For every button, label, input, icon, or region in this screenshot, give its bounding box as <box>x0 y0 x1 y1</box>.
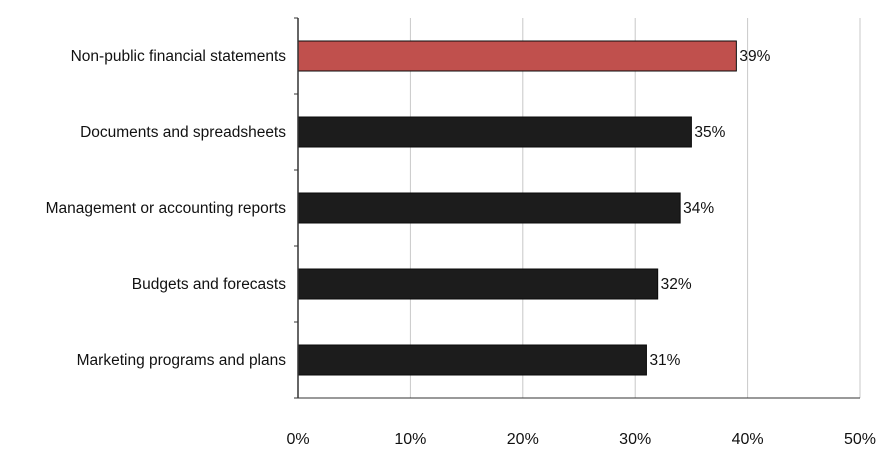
category-label: Non-public financial statements <box>71 48 287 65</box>
labels: 0% 10% 20% 30% 40% 50% Non-public financial st… <box>46 48 876 448</box>
bar <box>297 344 647 376</box>
data-label: 31% <box>649 352 680 369</box>
category-label: Documents and spreadsheets <box>80 124 286 141</box>
category-label: Budgets and forecasts <box>132 276 286 293</box>
x-tick-label: 40% <box>732 431 764 448</box>
data-label: 34% <box>683 200 714 217</box>
data-label: 32% <box>661 276 692 293</box>
category-label: Management or accounting reports <box>46 200 287 217</box>
bar <box>297 268 659 300</box>
data-label: 39% <box>739 48 770 65</box>
category-label: Marketing programs and plans <box>77 352 287 369</box>
x-tick-label: 30% <box>619 431 651 448</box>
bar <box>297 116 692 148</box>
bar <box>297 40 737 72</box>
bar <box>297 192 681 224</box>
x-tick-label: 50% <box>844 431 876 448</box>
bars <box>297 40 737 376</box>
axes <box>294 17 860 399</box>
x-tick-label: 20% <box>507 431 539 448</box>
x-tick-label: 0% <box>286 431 309 448</box>
x-tick-label: 10% <box>394 431 426 448</box>
data-label: 35% <box>694 124 725 141</box>
